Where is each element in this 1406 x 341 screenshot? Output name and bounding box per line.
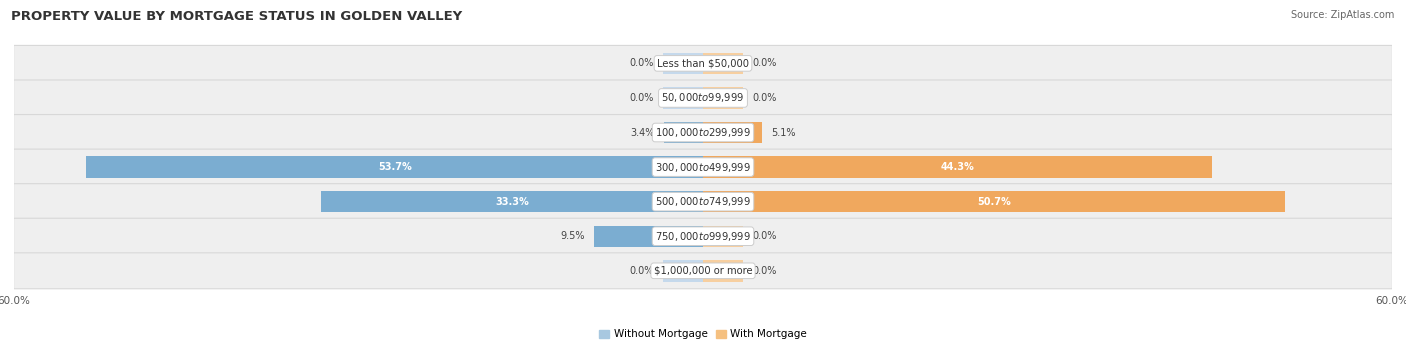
Text: 44.3%: 44.3% <box>941 162 974 172</box>
Bar <box>662 87 703 109</box>
Text: 9.5%: 9.5% <box>560 231 585 241</box>
Text: 0.0%: 0.0% <box>630 266 654 276</box>
Text: $750,000 to $999,999: $750,000 to $999,999 <box>655 230 751 243</box>
Text: $500,000 to $749,999: $500,000 to $749,999 <box>655 195 751 208</box>
FancyBboxPatch shape <box>14 115 1392 150</box>
Text: Less than $50,000: Less than $50,000 <box>657 58 749 69</box>
Bar <box>703 225 744 247</box>
Text: 33.3%: 33.3% <box>495 197 529 207</box>
Bar <box>321 191 703 212</box>
Bar <box>703 260 744 282</box>
Text: PROPERTY VALUE BY MORTGAGE STATUS IN GOLDEN VALLEY: PROPERTY VALUE BY MORTGAGE STATUS IN GOL… <box>11 10 463 23</box>
Bar <box>593 225 703 247</box>
Text: 0.0%: 0.0% <box>630 58 654 69</box>
Bar <box>662 53 703 74</box>
Bar <box>703 53 744 74</box>
Text: 5.1%: 5.1% <box>770 128 796 137</box>
Bar <box>664 122 703 143</box>
FancyBboxPatch shape <box>14 149 1392 185</box>
FancyBboxPatch shape <box>14 45 1392 81</box>
Text: 53.7%: 53.7% <box>378 162 412 172</box>
Bar <box>662 260 703 282</box>
Text: 3.4%: 3.4% <box>630 128 655 137</box>
Text: $100,000 to $299,999: $100,000 to $299,999 <box>655 126 751 139</box>
Bar <box>703 122 762 143</box>
Bar <box>703 87 744 109</box>
Bar <box>86 157 703 178</box>
Text: 0.0%: 0.0% <box>752 93 776 103</box>
FancyBboxPatch shape <box>14 184 1392 220</box>
Text: 50.7%: 50.7% <box>977 197 1011 207</box>
Text: $300,000 to $499,999: $300,000 to $499,999 <box>655 161 751 174</box>
FancyBboxPatch shape <box>14 218 1392 254</box>
FancyBboxPatch shape <box>14 80 1392 116</box>
Text: $1,000,000 or more: $1,000,000 or more <box>654 266 752 276</box>
Text: Source: ZipAtlas.com: Source: ZipAtlas.com <box>1291 10 1395 20</box>
Bar <box>703 191 1285 212</box>
Text: 0.0%: 0.0% <box>752 266 776 276</box>
Text: 0.0%: 0.0% <box>630 93 654 103</box>
Text: $50,000 to $99,999: $50,000 to $99,999 <box>661 91 745 104</box>
Legend: Without Mortgage, With Mortgage: Without Mortgage, With Mortgage <box>595 325 811 341</box>
FancyBboxPatch shape <box>14 253 1392 289</box>
Text: 0.0%: 0.0% <box>752 231 776 241</box>
Bar <box>703 157 1212 178</box>
Text: 0.0%: 0.0% <box>752 58 776 69</box>
